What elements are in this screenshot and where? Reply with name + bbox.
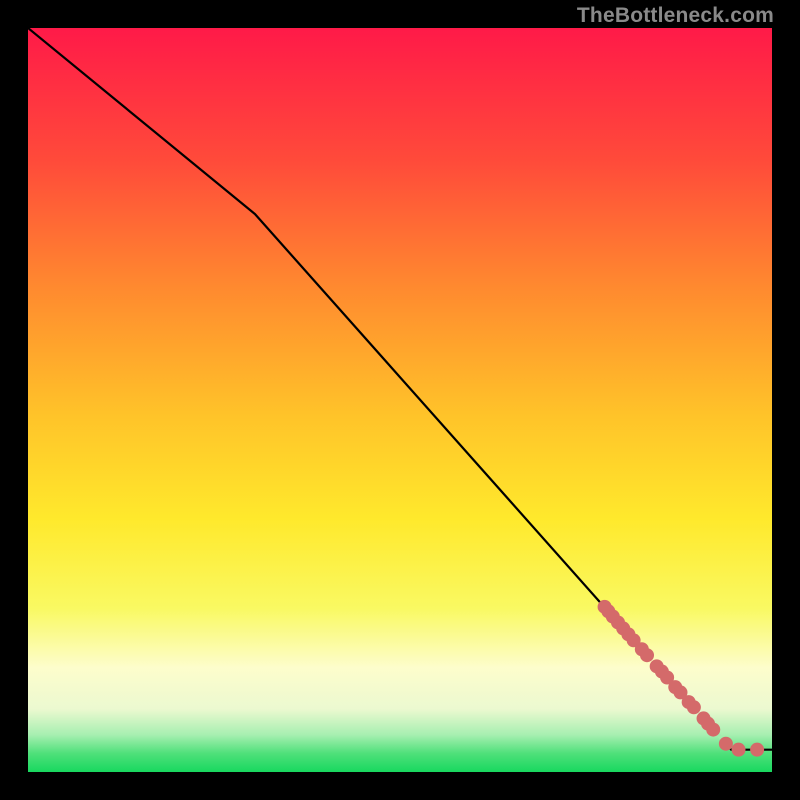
plot-area (28, 28, 772, 772)
data-marker (750, 743, 764, 757)
gradient-background (28, 28, 772, 772)
watermark-text: TheBottleneck.com (577, 4, 774, 28)
data-marker (706, 723, 720, 737)
chart-stage: TheBottleneck.com (0, 0, 800, 800)
data-marker (640, 648, 654, 662)
data-marker (732, 743, 746, 757)
data-marker (687, 700, 701, 714)
chart-svg (0, 0, 800, 800)
data-marker (719, 737, 733, 751)
